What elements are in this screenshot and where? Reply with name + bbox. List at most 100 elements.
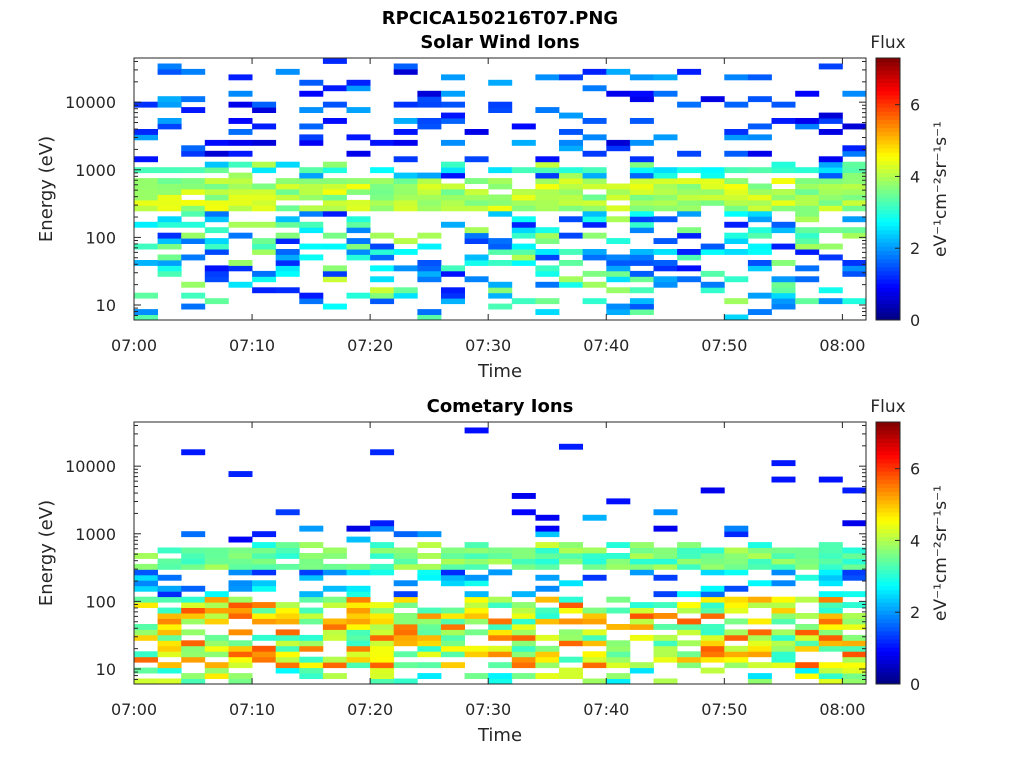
flux-cell: [582, 547, 607, 554]
x-tick-label: 07:30: [465, 336, 511, 355]
flux-cell: [747, 199, 772, 206]
flux-cell: [370, 520, 395, 527]
flux-cell: [724, 298, 749, 305]
flux-cell: [488, 662, 513, 669]
flux-cell: [299, 656, 324, 663]
colorbar-swatch: [876, 553, 900, 558]
flux-cell: [653, 260, 678, 266]
flux-cell: [818, 547, 843, 554]
flux-cell: [582, 232, 607, 239]
colorbar-swatch: [876, 74, 900, 79]
flux-cell: [606, 656, 631, 663]
flux-cell: [747, 292, 772, 299]
flux-cell: [747, 651, 772, 658]
flux-cell: [346, 645, 371, 652]
flux-cell: [157, 101, 182, 108]
colorbar-swatch: [876, 557, 900, 562]
y-tick-label: 10: [96, 660, 116, 679]
flux-cell: [228, 673, 253, 679]
flux-cell: [842, 563, 867, 570]
flux-cell: [795, 574, 820, 581]
flux-cell: [795, 118, 820, 124]
colorbar-frame: [875, 57, 901, 321]
flux-cell: [724, 194, 749, 201]
colorbar-swatch: [876, 565, 900, 570]
colorbar-swatch: [876, 512, 900, 517]
flux-cell: [252, 613, 277, 619]
flux-cell: [629, 553, 654, 559]
flux-cell: [771, 194, 796, 201]
flux-cell: [157, 629, 182, 636]
flux-cell: [441, 74, 465, 81]
x-tick-label: 07:30: [465, 700, 511, 719]
flux-cell: [204, 298, 229, 305]
flux-cell: [771, 161, 796, 168]
flux-cell: [322, 118, 347, 124]
flux-cell: [559, 656, 583, 663]
flux-cell: [181, 145, 206, 152]
flux-cell: [181, 183, 206, 190]
flux-cell: [653, 574, 678, 581]
flux-cell: [818, 254, 843, 261]
flux-cell: [818, 569, 843, 576]
flux-cell: [559, 199, 583, 206]
colorbar-swatch: [876, 299, 900, 305]
flux-cell: [299, 525, 324, 532]
flux-cell: [724, 553, 749, 559]
flux-cell: [441, 618, 465, 625]
flux-cell: [204, 139, 229, 146]
flux-cell: [441, 645, 465, 652]
flux-cell: [157, 167, 182, 174]
colorbar-tick-label: 6: [910, 96, 920, 115]
flux-cell: [299, 673, 324, 679]
flux-cell: [535, 178, 560, 184]
flux-cell: [700, 183, 725, 190]
flux-cell: [228, 563, 253, 570]
flux-cell: [252, 287, 277, 294]
flux-cell: [700, 667, 725, 674]
flux-cell: [441, 569, 465, 576]
flux-cell: [157, 232, 182, 239]
flux-cell: [559, 640, 583, 647]
flux-cell: [582, 613, 607, 619]
flux-cell: [370, 189, 395, 195]
flux-cell: [346, 227, 371, 234]
flux-cell: [275, 634, 300, 641]
flux-cell: [724, 547, 749, 554]
y-axis-label: Energy (eV): [36, 136, 57, 242]
x-tick-label: 07:20: [347, 336, 393, 355]
flux-cell: [677, 651, 702, 658]
flux-cell: [370, 547, 395, 554]
flux-cell: [252, 161, 277, 168]
flux-cell: [842, 591, 867, 598]
flux-cell: [299, 645, 324, 652]
flux-cell: [393, 238, 418, 244]
flux-cell: [157, 591, 182, 598]
flux-cell: [511, 634, 536, 641]
flux-cell: [322, 624, 347, 630]
flux-cell: [535, 542, 560, 548]
flux-cell: [700, 585, 725, 592]
flux-cell: [464, 607, 489, 614]
flux-cell: [535, 74, 560, 81]
flux-cell: [157, 574, 182, 581]
flux-cell: [393, 199, 418, 206]
colorbar-swatch: [876, 638, 900, 644]
flux-cell: [747, 189, 772, 195]
figure-title: RPCICA150216T07.PNG: [382, 8, 618, 29]
flux-cell: [724, 662, 749, 669]
flux-cell: [559, 232, 583, 239]
flux-cell: [724, 656, 749, 663]
flux-cell: [535, 547, 560, 554]
flux-cell: [228, 281, 253, 288]
spectrogram: [134, 427, 867, 685]
flux-cell: [677, 101, 702, 108]
x-tick-label: 07:00: [111, 336, 157, 355]
flux-cell: [747, 662, 772, 669]
flux-cell: [488, 678, 513, 685]
flux-cell: [181, 596, 206, 603]
flux-cell: [134, 199, 158, 206]
flux-cell: [582, 118, 607, 124]
flux-cell: [275, 205, 300, 212]
